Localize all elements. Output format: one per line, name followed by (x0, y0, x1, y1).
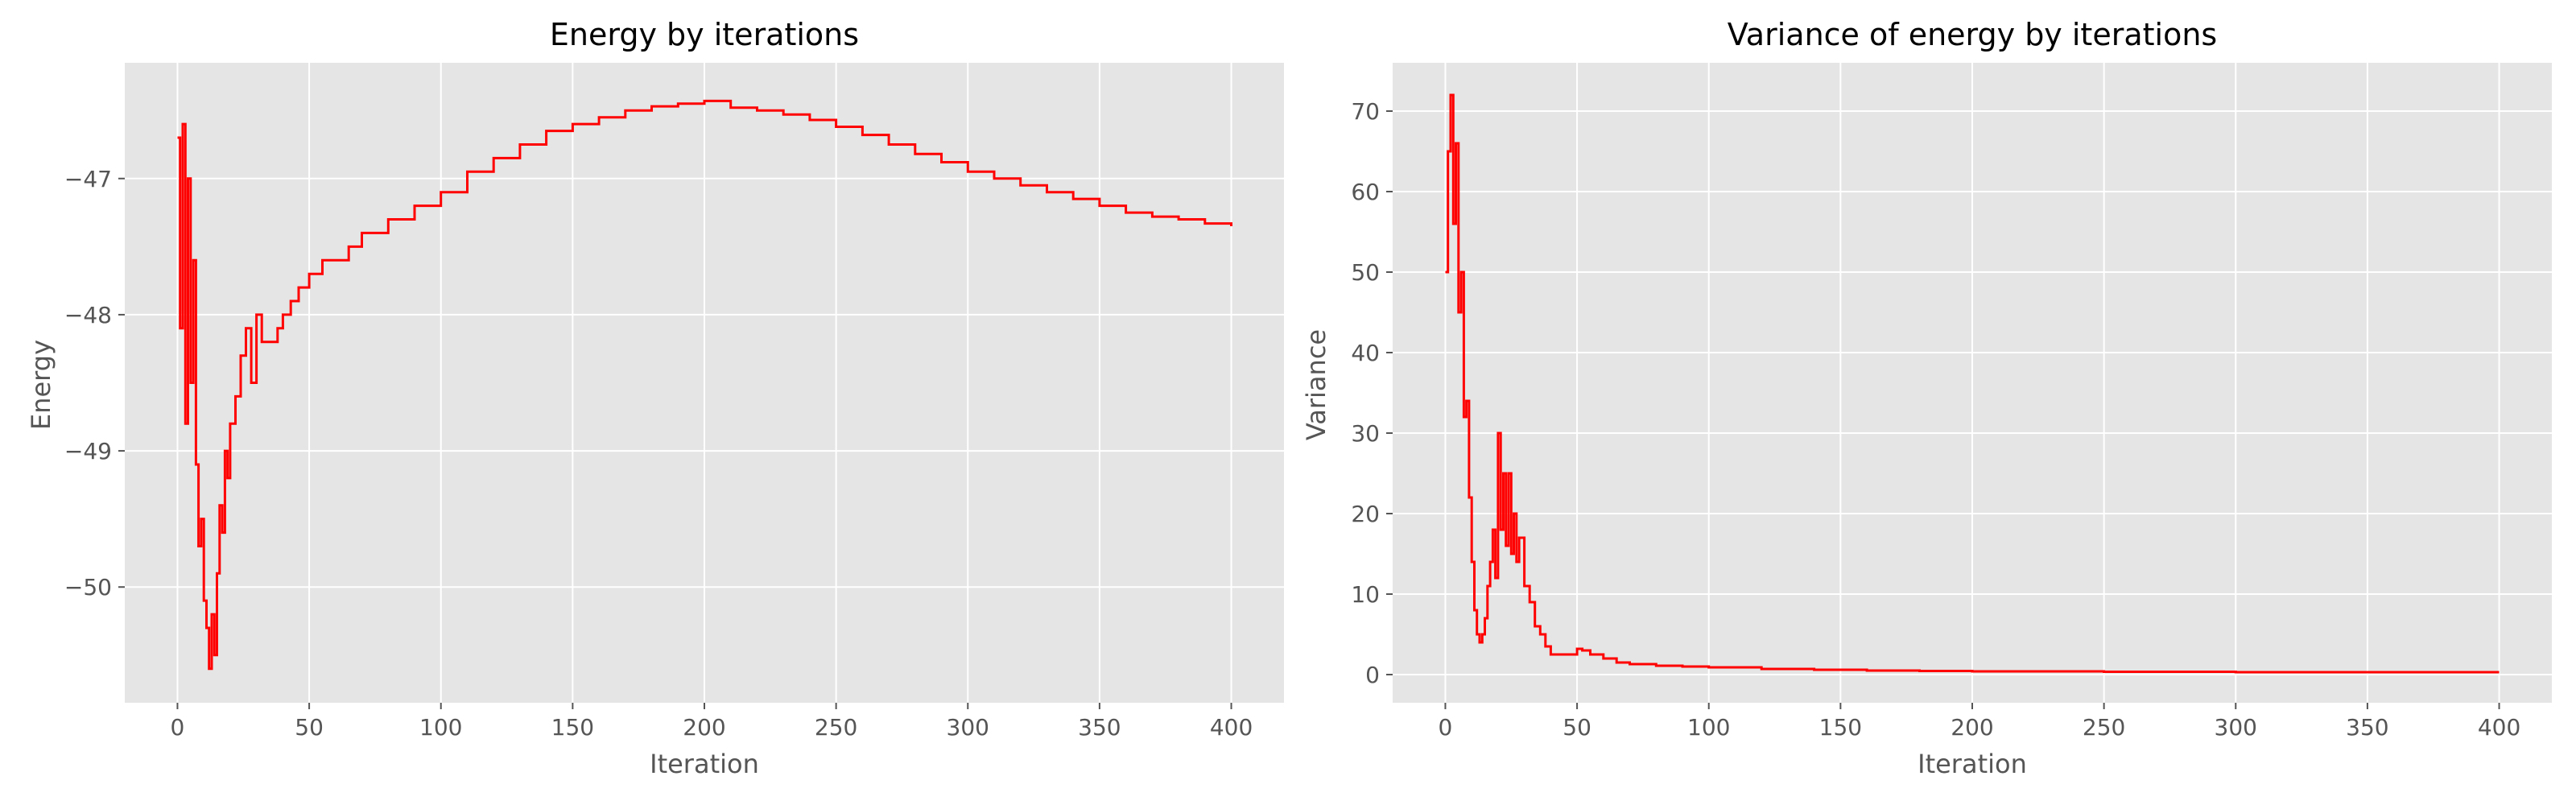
variance-y-tick-label: 30 (1351, 420, 1380, 447)
variance-y-tick-label: 60 (1351, 179, 1380, 205)
energy-y-tick-label: −48 (64, 302, 112, 328)
energy-y-axis-label: Energy (26, 340, 56, 430)
energy-x-tick-label: 0 (171, 714, 185, 741)
energy-x-tick-label: 400 (1210, 714, 1253, 741)
variance-x-tick-label: 350 (2346, 714, 2388, 741)
energy-x-tick-label: 200 (683, 714, 725, 741)
energy-x-tick-label: 50 (295, 714, 324, 741)
variance-y-tick-label: 50 (1351, 259, 1380, 286)
energy-x-tick-label: 300 (947, 714, 989, 741)
variance-grid (1393, 63, 2552, 703)
energy-x-axis-label: Iteration (650, 749, 759, 779)
energy-x-tick-label: 250 (815, 714, 857, 741)
variance-y-tick-label: 0 (1365, 662, 1380, 688)
variance-x-tick-label: 50 (1563, 714, 1591, 741)
variance-x-tick-label: 150 (1819, 714, 1862, 741)
energy-x-tick-label: 150 (551, 714, 594, 741)
variance-ticks: 0 50 100 150 200 250 300 350 400 0 10 20 30 40 50 60 70 (1351, 98, 2520, 741)
variance-x-tick-label: 0 (1439, 714, 1453, 741)
variance-x-tick-label: 400 (2478, 714, 2520, 741)
variance-y-tick-label: 40 (1351, 340, 1380, 366)
energy-y-tick-label: −50 (64, 574, 112, 601)
energy-ticks: 0 50 100 150 200 250 300 350 400 −50 −49 −48 −47 (64, 166, 1253, 741)
energy-x-tick-label: 100 (419, 714, 462, 741)
energy-x-tick-label: 350 (1078, 714, 1121, 741)
variance-chart: 0 50 100 150 200 250 300 350 400010203040506070 … (1301, 17, 2552, 779)
variance-y-tick-label: 70 (1351, 98, 1380, 125)
variance-x-tick-label: 300 (2215, 714, 2257, 741)
variance-x-tick-label: 200 (1951, 714, 1993, 741)
energy-y-tick-label: −49 (64, 438, 112, 464)
energy-y-tick-label: −47 (64, 166, 112, 192)
variance-y-tick-label: 10 (1351, 581, 1380, 608)
variance-y-axis-label: Variance (1301, 329, 1331, 440)
variance-y-tick-label: 20 (1351, 501, 1380, 527)
energy-grid (125, 63, 1284, 703)
variance-x-tick-label: 100 (1687, 714, 1730, 741)
energy-chart-title: Energy by iterations (550, 17, 859, 52)
energy-chart: 0 50 100 150 200 250 300 350 400 −50 −49 −48 −47 Ene… (26, 17, 1284, 779)
variance-x-tick-label: 250 (2083, 714, 2125, 741)
variance-x-axis-label: Iteration (1918, 749, 2027, 779)
variance-chart-title: Variance of energy by iterations (1728, 17, 2217, 52)
energy-series-line (177, 99, 1232, 671)
variance-series-line (1445, 93, 2500, 674)
